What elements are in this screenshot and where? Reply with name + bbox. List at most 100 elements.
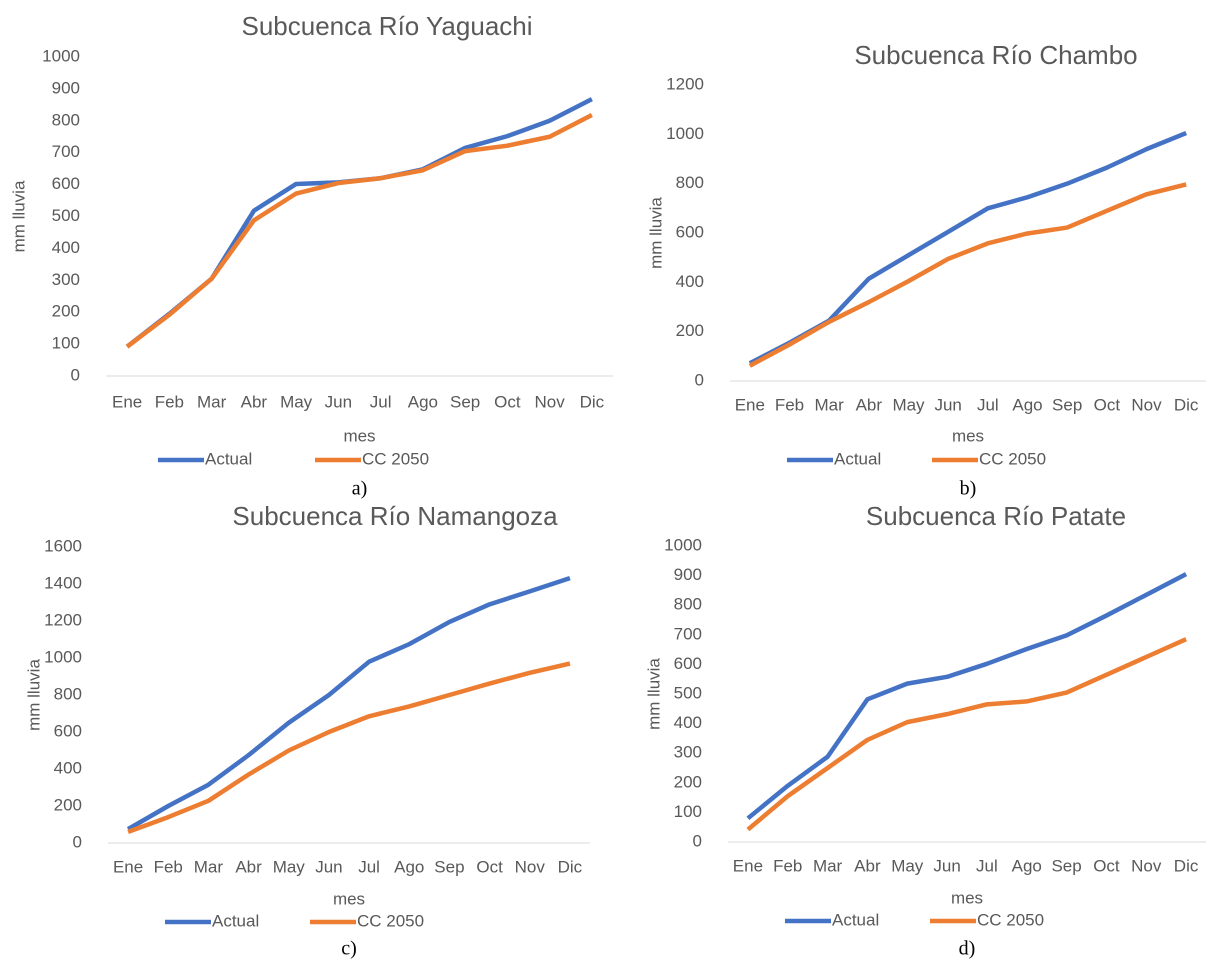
x-tick-label: Oct (1094, 395, 1121, 414)
x-tick-label: Ene (735, 395, 765, 414)
x-tick-label: Abr (235, 857, 262, 876)
x-tick-label: Sep (1052, 395, 1082, 414)
legend-label: Actual (205, 449, 252, 468)
line-series (746, 572, 1188, 821)
x-tick-label: Oct (1093, 856, 1120, 875)
y-tick-label: 1000 (44, 647, 82, 666)
line-series (746, 637, 1187, 832)
x-tick-label: Mar (194, 857, 224, 876)
legend-label: CC 2050 (357, 911, 424, 930)
y-tick-label: 0 (73, 832, 82, 851)
y-tick-label: 600 (54, 721, 82, 740)
x-tick-label: Sep (434, 857, 464, 876)
y-tick-label: 600 (52, 174, 80, 193)
x-tick-label: Sep (450, 392, 480, 411)
y-tick-label: 200 (674, 772, 702, 791)
x-tick-label: Ago (408, 392, 438, 411)
x-tick-label: Feb (155, 392, 184, 411)
y-tick-label: 200 (52, 302, 80, 321)
caption: d) (959, 938, 976, 960)
y-tick-label: 500 (674, 683, 702, 702)
x-tick-label: Nov (1131, 395, 1162, 414)
x-tick-label: Dic (558, 857, 583, 876)
y-tick-label: 500 (52, 206, 80, 225)
y-tick-label: 1000 (666, 124, 704, 143)
legend-label: CC 2050 (362, 449, 429, 468)
y-tick-label: 200 (54, 795, 82, 814)
x-tick-label: Feb (773, 856, 802, 875)
y-tick-label: 400 (52, 238, 80, 257)
line-series (125, 97, 593, 349)
y-tick-label: 100 (674, 802, 702, 821)
line-series (125, 113, 593, 349)
y-tick-label: 700 (674, 624, 702, 643)
y-tick-label: 300 (52, 270, 80, 289)
y-tick-label: 200 (676, 321, 704, 340)
x-axis-label: mes (952, 426, 984, 445)
x-tick-label: Abr (241, 392, 268, 411)
x-tick-label: Ago (1012, 856, 1042, 875)
caption: b) (960, 478, 977, 500)
line-series (127, 661, 571, 835)
y-tick-label: 800 (54, 684, 82, 703)
y-tick-label: 1200 (666, 74, 704, 93)
x-tick-label: Jul (976, 856, 998, 875)
x-tick-label: Ago (394, 857, 424, 876)
y-tick-label: 800 (674, 595, 702, 614)
x-tick-label: Dic (1174, 395, 1199, 414)
x-tick-label: Nov (535, 392, 566, 411)
line-series (126, 575, 571, 832)
y-tick-label: 400 (674, 713, 702, 732)
y-tick-label: 1000 (42, 46, 80, 65)
y-tick-label: 700 (52, 142, 80, 161)
x-tick-label: Ene (113, 857, 143, 876)
x-tick-label: May (280, 392, 313, 411)
caption: c) (341, 938, 357, 960)
chart-title: Subcuenca Río Chambo (854, 40, 1137, 70)
x-tick-label: Jul (358, 857, 380, 876)
x-tick-label: Ago (1012, 395, 1042, 414)
x-tick-label: Jun (325, 392, 352, 411)
y-axis-label: mm lluvia (24, 659, 43, 731)
y-tick-label: 1000 (664, 535, 702, 554)
x-tick-label: Jun (933, 856, 960, 875)
y-tick-label: 800 (52, 110, 80, 129)
y-axis-label: mm lluvia (646, 197, 665, 269)
x-tick-label: Dic (1174, 856, 1199, 875)
y-tick-label: 600 (676, 222, 704, 241)
x-tick-label: Ene (112, 392, 142, 411)
x-tick-label: Jul (977, 395, 999, 414)
x-tick-label: May (892, 395, 925, 414)
x-tick-label: May (273, 857, 306, 876)
x-tick-label: Mar (813, 856, 843, 875)
x-tick-label: Mar (815, 395, 845, 414)
y-tick-label: 400 (54, 758, 82, 777)
caption: a) (352, 478, 368, 500)
chart-title: Subcuenca Río Yaguachi (241, 11, 532, 41)
y-tick-label: 1200 (44, 610, 82, 629)
x-tick-label: Dic (580, 392, 605, 411)
x-tick-label: Feb (775, 395, 804, 414)
x-tick-label: Feb (154, 857, 183, 876)
x-tick-label: Jun (315, 857, 342, 876)
x-tick-label: Abr (854, 856, 881, 875)
y-tick-label: 900 (52, 78, 80, 97)
x-tick-label: Jul (370, 392, 392, 411)
y-axis-label: mm lluvia (9, 180, 28, 252)
x-tick-label: May (891, 856, 924, 875)
x-tick-label: Oct (494, 392, 521, 411)
line-series (748, 182, 1187, 368)
x-axis-label: mes (343, 426, 375, 445)
x-tick-label: Nov (515, 857, 546, 876)
x-axis-label: mes (333, 889, 365, 908)
y-axis-label: mm lluvia (644, 658, 663, 730)
y-tick-label: 0 (695, 370, 704, 389)
chart-title: Subcuenca Río Namangoza (232, 501, 558, 531)
legend-label: Actual (834, 449, 881, 468)
x-tick-label: Mar (197, 392, 227, 411)
y-tick-label: 300 (674, 743, 702, 762)
y-tick-label: 100 (52, 334, 80, 353)
y-tick-label: 0 (71, 365, 80, 384)
legend-label: Actual (212, 911, 259, 930)
y-tick-label: 800 (676, 173, 704, 192)
